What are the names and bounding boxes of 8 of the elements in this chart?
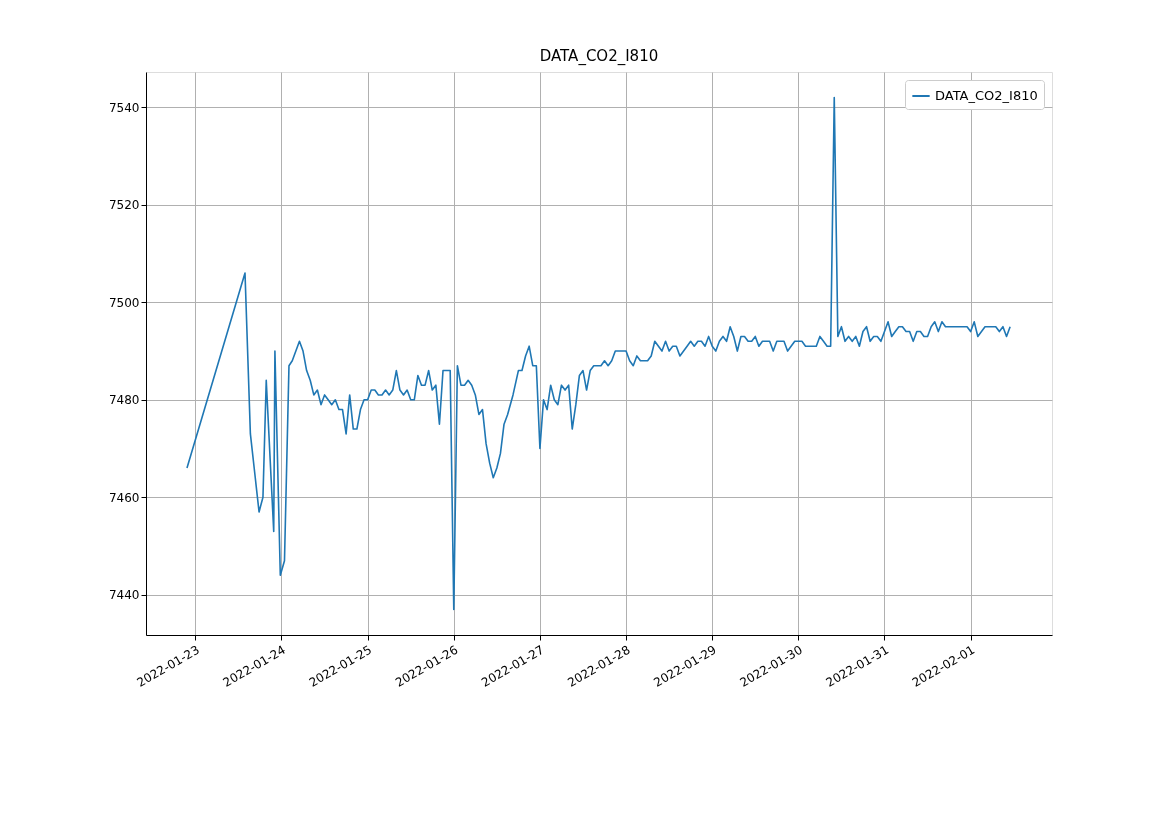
legend-label: DATA_CO2_I810 (935, 88, 1038, 103)
y-tick-label: 7460 (108, 490, 140, 505)
y-tick-label: 7440 (108, 588, 140, 603)
chart-title: DATA_CO2_I810 (539, 47, 659, 66)
y-tick-label: 7520 (108, 198, 140, 213)
y-tick-label: 7540 (108, 100, 140, 115)
y-tick-label: 7500 (108, 295, 140, 310)
y-tick-label: 7480 (108, 393, 140, 408)
